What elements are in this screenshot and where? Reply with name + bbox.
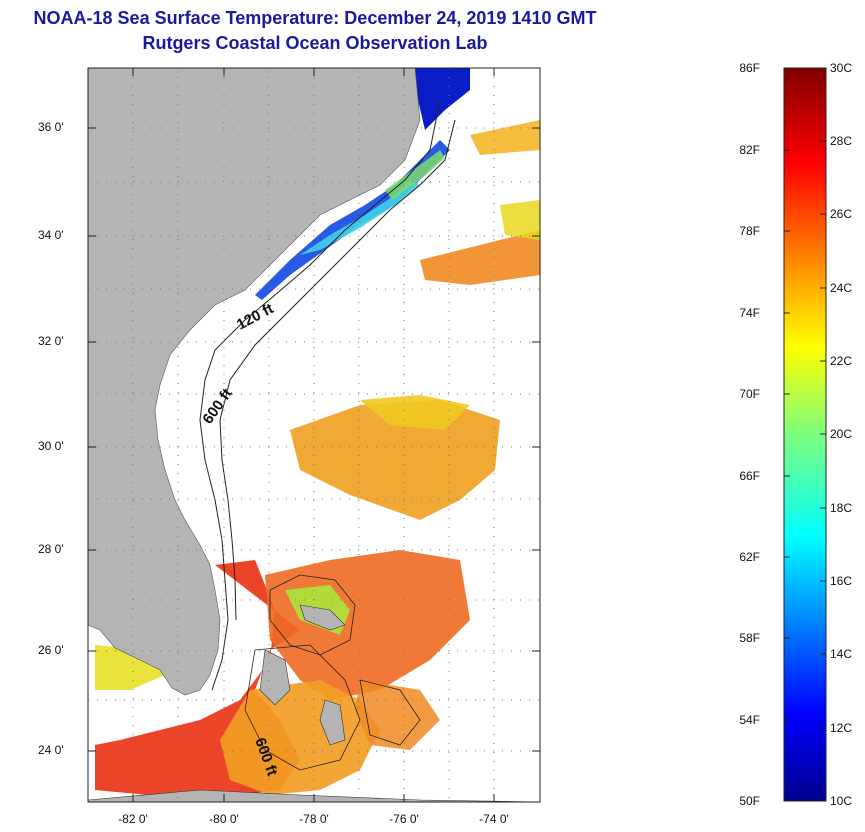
contour-bahamas: [269, 574, 356, 656]
bahamas-eleuthera: [319, 699, 346, 746]
colorbar-f-66: 66F: [739, 469, 760, 483]
sst-patch-gulfstream-north: [420, 230, 540, 285]
sst-patch-yellow-central: [360, 395, 470, 430]
sst-patch-east: [470, 120, 540, 155]
sst-patch-southeast: [355, 680, 440, 750]
colorbar-c-10: 10C: [830, 794, 853, 808]
sst-patch-central: [290, 400, 500, 520]
lon-label-76: -76 0': [389, 812, 419, 826]
bahamas-andros: [259, 649, 291, 706]
colorbar-c-30: 30C: [830, 61, 853, 75]
colorbar-f-74: 74F: [739, 306, 760, 320]
lon-label-80: -80 0': [209, 812, 239, 826]
colorbar-c-12: 12C: [830, 721, 853, 735]
lat-label-30: 30 0': [38, 439, 64, 453]
lat-label-34: 34 0': [38, 228, 64, 242]
graticule: [88, 68, 540, 802]
map-title: NOAA-18 Sea Surface Temperature: Decembe…: [33, 8, 597, 28]
colorbar-f-54: 54F: [739, 713, 760, 727]
colorbar-f-50: 50F: [739, 794, 760, 808]
colorbar-c-22: 22C: [830, 354, 853, 368]
lat-label-28: 28 0': [38, 542, 64, 556]
lon-label-78: -78 0': [299, 812, 329, 826]
sst-patch-coastal-green: [385, 150, 445, 200]
colorbar-ticks: [784, 140, 826, 729]
contour-600ft: [219, 119, 456, 621]
sst-patch-yellow-east: [500, 200, 540, 240]
lat-label-32: 32 0': [38, 334, 64, 348]
colorbar-f-58: 58F: [739, 631, 760, 645]
land-southeast-us: [88, 68, 421, 696]
sst-colorbar: [783, 67, 827, 802]
colorbar-f-82: 82F: [739, 143, 760, 157]
colorbar-c-16: 16C: [830, 574, 853, 588]
lon-label-74: -74 0': [479, 812, 509, 826]
lat-label-36: 36 0': [38, 120, 64, 134]
colorbar-f-86: 86F: [739, 61, 760, 75]
colorbar-c-20: 20C: [830, 427, 853, 441]
axis-ticks: [88, 68, 540, 802]
bahamas-grand-bahama: [299, 604, 346, 631]
colorbar-c-14: 14C: [830, 647, 853, 661]
sst-patch-coastal-cyan: [300, 180, 420, 255]
colorbar-c-26: 26C: [830, 207, 853, 221]
colorbar-c-18: 18C: [830, 501, 853, 515]
lat-label-24: 24 0': [38, 743, 64, 757]
contour-bahamas-east: [359, 679, 421, 746]
sst-patch-north-deep: [415, 68, 470, 130]
contour-bahamas-south: [244, 644, 361, 771]
contour-120ft: [199, 99, 441, 691]
colorbar-f-70: 70F: [739, 387, 760, 401]
lat-label-26: 26 0': [38, 643, 64, 657]
lon-label-82: -82 0': [118, 812, 148, 826]
map-subtitle: Rutgers Coastal Ocean Observation Lab: [142, 33, 488, 53]
colorbar-f-62: 62F: [739, 550, 760, 564]
colorbar-f-78: 78F: [739, 224, 760, 238]
colorbar-c-24: 24C: [830, 281, 853, 295]
colorbar-c-28: 28C: [830, 134, 853, 148]
